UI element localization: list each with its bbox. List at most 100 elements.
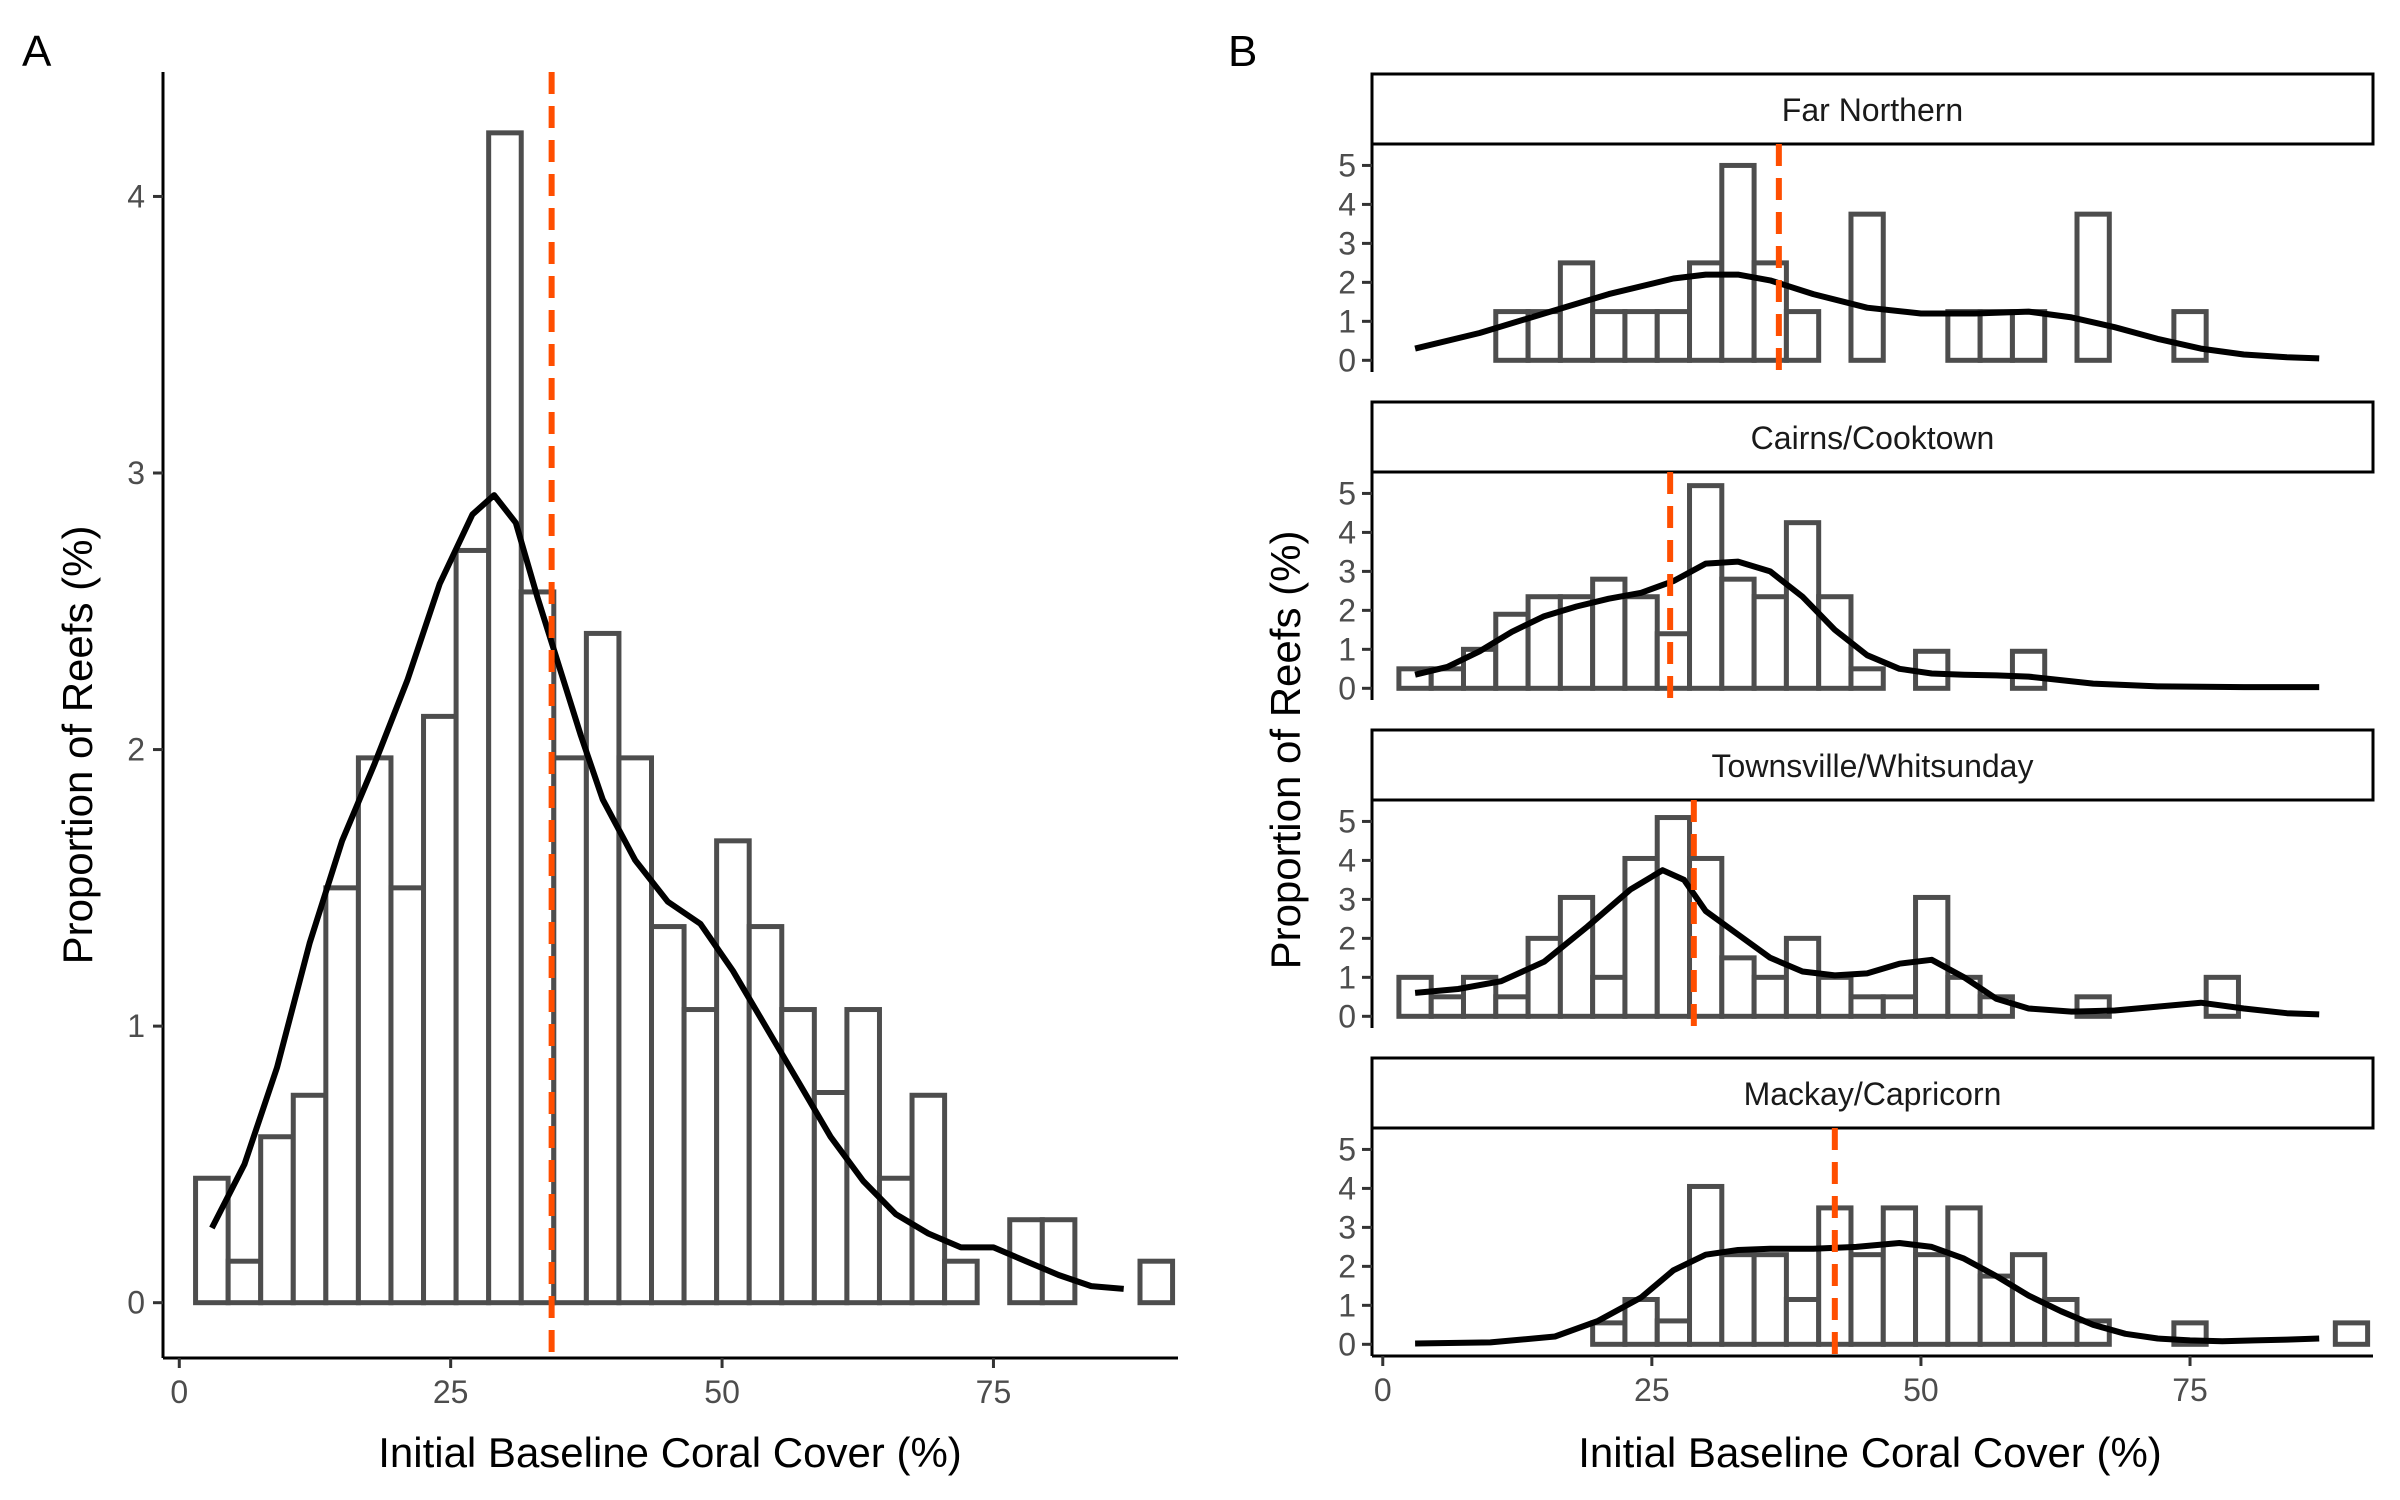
facet-townsville-whitsunday-bar-15 <box>1880 994 1919 1019</box>
panel-a-y-tick-label: 0 <box>127 1285 145 1321</box>
facet-cairns-cooktown-bar-14 <box>1848 666 1886 691</box>
facet-y-tick-label: 2 <box>1338 1248 1356 1284</box>
panel-a-bar-21 <box>876 1175 915 1306</box>
facet-far-northern-bar-18 <box>1977 309 2015 363</box>
panel-a-y-tick-label: 4 <box>127 178 145 214</box>
facet-far-northern-bar-5 <box>1557 260 1596 363</box>
panel-a-bar-23 <box>942 1258 980 1306</box>
facet-strip <box>1370 1056 2375 1130</box>
facet-strip-label: Far Northern <box>1782 92 1963 128</box>
panel-a-x-tick-label: 25 <box>433 1374 469 1410</box>
panel-b-x-axis-title: Initial Baseline Coral Cover (%) <box>1578 1429 2162 1476</box>
facet-townsville-whitsunday-bar-25 <box>2203 974 2241 1019</box>
facet-y-tick-label: 4 <box>1338 842 1356 878</box>
facet-bars <box>1396 815 2241 1019</box>
panel-a-y-tick-label: 1 <box>127 1008 145 1044</box>
panel-a-bar-15 <box>681 1007 720 1306</box>
facet-density-curve <box>1414 271 2320 362</box>
panel-a-bars <box>193 130 1176 1306</box>
panel-a-bar-1 <box>225 1258 264 1306</box>
panel-b-tag: B <box>1228 27 1257 76</box>
facet-townsville-whitsunday-bar-12 <box>1783 935 1822 1019</box>
panel-a-bar-11 <box>551 755 589 1306</box>
facet-mackay-capricorn-bar-15 <box>1880 1205 1919 1347</box>
facet-strip <box>1370 728 2375 802</box>
facet-far-northern-bar-14 <box>1848 211 1886 363</box>
panel-a-bar-29 <box>1137 1258 1176 1306</box>
facet-y-tick-label: 5 <box>1338 1131 1356 1167</box>
facet-mackay-capricorn-bar-29 <box>2332 1320 2371 1347</box>
facet-mackay-capricorn-bar-11 <box>1751 1252 1789 1347</box>
facet-cairns-cooktown-bar-19 <box>2009 648 2048 691</box>
facet-far-northern-bar-7 <box>1622 309 1660 363</box>
facet-density-curve <box>1414 867 2320 1018</box>
panel-a-bar-26 <box>1039 1217 1078 1306</box>
panel-a-bar-7 <box>421 713 459 1306</box>
facet-y-tick-label: 3 <box>1338 225 1356 261</box>
panel-a-bar-2 <box>258 1134 296 1306</box>
facet-cairns-cooktown-bar-7 <box>1622 594 1660 691</box>
facet-y-tick-label: 0 <box>1338 342 1356 378</box>
facet-y-tick-label: 5 <box>1338 803 1356 839</box>
panel-a-bar-14 <box>649 924 687 1306</box>
panel-b-y-axis-title: Proportion of Reefs (%) <box>1262 531 1309 970</box>
facet-bars <box>1396 483 2048 691</box>
panel-a-bar-22 <box>909 1092 948 1306</box>
panel-a-x-tick-label: 0 <box>170 1374 188 1410</box>
panel-a-bar-18 <box>779 1007 817 1306</box>
panel-b-facets: Far Northern012345Cairns/Cooktown012345T… <box>1338 72 2375 1408</box>
facet-mackay-capricorn-bar-14 <box>1848 1252 1886 1347</box>
facet-townsville-whitsunday-bar-10 <box>1719 955 1757 1019</box>
facet-townsville-whitsunday-bar-3 <box>1493 994 1531 1019</box>
panel-a-bar-9 <box>486 130 524 1306</box>
panel-a-bar-3 <box>290 1092 329 1306</box>
panel-a-histogram: 0 25 50 75 0 1 2 3 4 Initial Baseline Coral Cove… <box>54 72 1178 1476</box>
panel-a-bar-17 <box>746 924 785 1306</box>
facet-strip <box>1370 72 2375 146</box>
facet-far-northern-bar-8 <box>1654 309 1693 363</box>
facet-y-tick-label: 5 <box>1338 147 1356 183</box>
panel-a-bar-4 <box>323 885 361 1306</box>
facet-y-tick-label: 4 <box>1338 514 1356 550</box>
panel-a-bar-12 <box>583 630 622 1306</box>
facet-y-tick-label: 1 <box>1338 631 1356 667</box>
facet-far-northern-bar-24 <box>2171 309 2209 363</box>
panel-a-density-curve <box>209 492 1124 1292</box>
facet-mackay-capricorn-bar-9 <box>1687 1183 1725 1347</box>
panel-a-bar-0 <box>193 1175 231 1306</box>
panel-a-bar-16 <box>714 838 752 1306</box>
facet-y-tick-label: 2 <box>1338 592 1356 628</box>
facet-far-northern-bar-12 <box>1783 309 1822 363</box>
panel-a-x-tick-label: 75 <box>976 1374 1012 1410</box>
facet-y-tick-label: 0 <box>1338 1326 1356 1362</box>
facet-y-tick-label: 3 <box>1338 1209 1356 1245</box>
facet-density-curve <box>1414 558 2320 691</box>
facet-y-tick-label: 1 <box>1338 303 1356 339</box>
facet-y-tick-label: 1 <box>1338 959 1356 995</box>
facet-cairns-cooktown-bar-10 <box>1719 576 1757 691</box>
panel-a-x-axis-title: Initial Baseline Coral Cover (%) <box>378 1429 962 1476</box>
facet-y-tick-label: 2 <box>1338 920 1356 956</box>
panel-a-y-tick-label: 2 <box>127 732 145 768</box>
facet-y-tick-label: 5 <box>1338 475 1356 511</box>
facet-strip-label: Mackay/Capricorn <box>1744 1076 2002 1112</box>
facet-mackay-capricorn-bar-6 <box>1590 1320 1628 1347</box>
panel-a-bar-10 <box>518 589 557 1306</box>
panel-a-bar-6 <box>388 885 427 1306</box>
facet-strip-label: Cairns/Cooktown <box>1751 420 1995 456</box>
facet-y-tick-label: 2 <box>1338 264 1356 300</box>
panel-b-x-tick-label: 50 <box>1903 1372 1939 1408</box>
facet-y-tick-label: 1 <box>1338 1287 1356 1323</box>
panel-a-tag: A <box>22 27 52 76</box>
facet-density-curve <box>1415 1240 2320 1347</box>
panel-a-y-axis-title: Proportion of Reefs (%) <box>54 526 101 965</box>
facet-far-northern-bar-6 <box>1590 309 1628 363</box>
facet-townsville-whitsunday-bar-5 <box>1557 894 1596 1019</box>
panel-a-bar-5 <box>355 755 394 1306</box>
facet-far-northern-bar-17 <box>1945 309 1983 363</box>
facet-far-northern-bar-19 <box>2009 309 2048 363</box>
